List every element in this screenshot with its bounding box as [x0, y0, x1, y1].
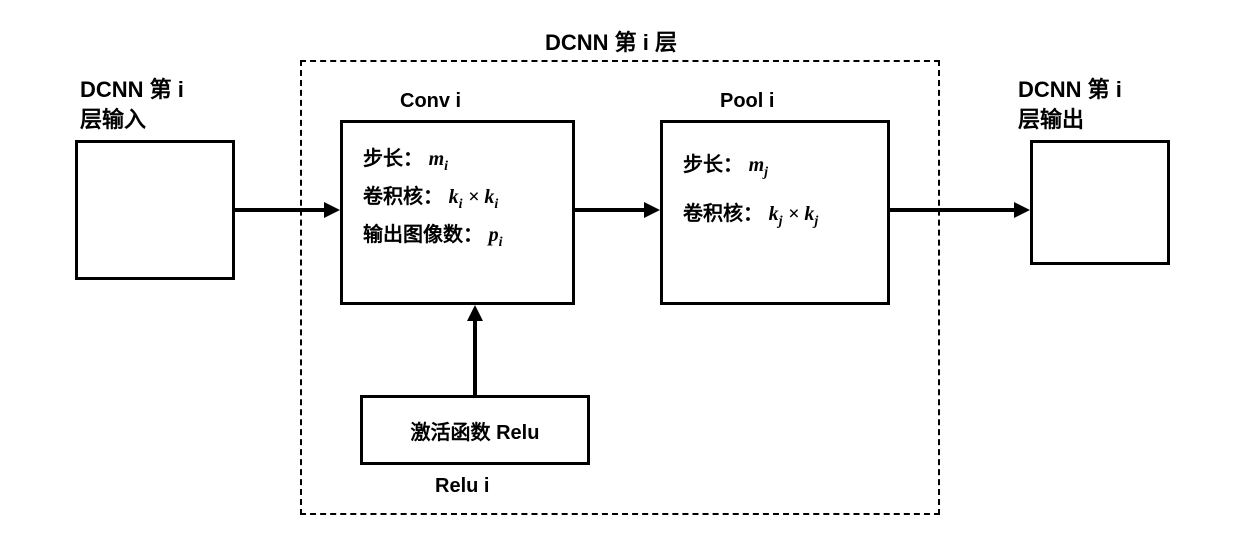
pool-stride-row: 步长： mj	[683, 141, 867, 190]
arrow-head-input-conv	[324, 202, 340, 218]
conv-output-var: p	[489, 224, 499, 246]
arrow-head-relu-conv	[467, 305, 483, 321]
times-icon: ×	[788, 203, 804, 225]
pool-stride-label: 步长：	[683, 154, 743, 176]
arrow-input-conv	[235, 208, 327, 212]
conv-content: 步长： mi 卷积核： ki × ki 输出图像数： pi	[343, 123, 572, 274]
conv-kernel-sub2: i	[494, 197, 498, 212]
output-title-line1: DCNN 第 i	[1018, 77, 1122, 102]
output-title-line2: 层输出	[1018, 107, 1084, 132]
relu-caption: Relu i	[435, 475, 489, 498]
conv-box: 步长： mi 卷积核： ki × ki 输出图像数： pi	[340, 120, 575, 305]
conv-output-row: 输出图像数： pi	[363, 217, 552, 255]
arrow-conv-pool	[575, 208, 647, 212]
conv-title: Conv i	[400, 90, 461, 113]
relu-box: 激活函数 Relu	[360, 395, 590, 465]
conv-output-label: 输出图像数：	[363, 224, 483, 246]
pool-stride-var: m	[749, 154, 765, 176]
pool-kernel-var1: k	[769, 203, 779, 225]
output-box	[1030, 140, 1170, 265]
layer-group-title: DCNN 第 i 层	[545, 25, 677, 57]
conv-stride-var: m	[429, 148, 445, 170]
pool-title: Pool i	[720, 90, 774, 113]
conv-kernel-row: 卷积核： ki × ki	[363, 179, 552, 217]
conv-kernel-var1: k	[449, 186, 459, 208]
arrow-head-conv-pool	[644, 202, 660, 218]
conv-stride-row: 步长： mi	[363, 141, 552, 179]
pool-box: 步长： mj 卷积核： kj × kj	[660, 120, 890, 305]
pool-stride-sub: j	[764, 165, 768, 180]
input-title-line1: DCNN 第 i	[80, 77, 184, 102]
conv-kernel-var2: k	[484, 186, 494, 208]
relu-text: 激活函数 Relu	[411, 416, 540, 445]
arrow-pool-output	[890, 208, 1017, 212]
times-icon: ×	[468, 186, 484, 208]
pool-kernel-sub2: j	[814, 214, 818, 229]
conv-kernel-sub1: i	[459, 197, 463, 212]
input-box	[75, 140, 235, 280]
arrow-head-pool-output	[1014, 202, 1030, 218]
output-title: DCNN 第 i 层输出	[1018, 75, 1122, 134]
arrow-relu-conv	[473, 320, 477, 395]
pool-kernel-var2: k	[804, 203, 814, 225]
pool-content: 步长： mj 卷积核： kj × kj	[663, 123, 887, 256]
conv-output-sub: i	[499, 235, 503, 250]
pool-kernel-row: 卷积核： kj × kj	[683, 190, 867, 239]
input-title: DCNN 第 i 层输入	[80, 75, 184, 134]
conv-kernel-label: 卷积核：	[363, 186, 443, 208]
conv-stride-label: 步长：	[363, 148, 423, 170]
pool-kernel-label: 卷积核：	[683, 203, 763, 225]
pool-kernel-sub1: j	[779, 214, 783, 229]
conv-stride-sub: i	[444, 159, 448, 174]
input-title-line2: 层输入	[80, 107, 146, 132]
